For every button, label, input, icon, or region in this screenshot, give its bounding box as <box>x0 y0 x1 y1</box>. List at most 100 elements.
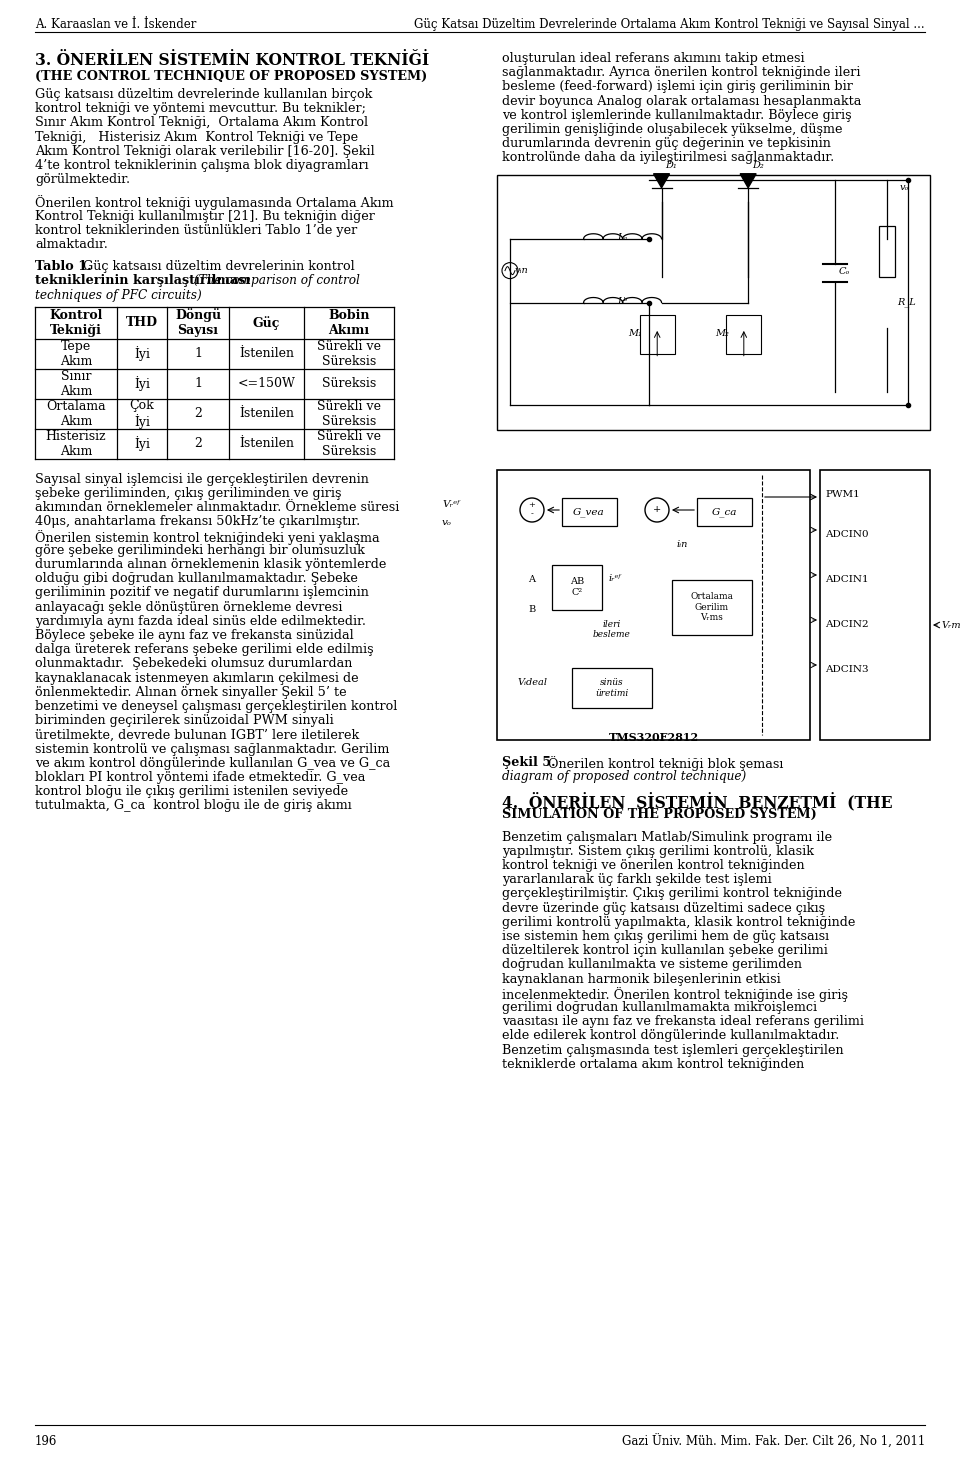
Bar <box>672 580 752 635</box>
Text: ADCIN0: ADCIN0 <box>825 530 869 539</box>
Text: G_ca: G_ca <box>711 507 736 517</box>
Text: 4.  ÖNERİLEN  SİSTEMİN  BENZETMİ  (THE: 4. ÖNERİLEN SİSTEMİN BENZETMİ (THE <box>502 793 893 812</box>
Text: Şekil 5.: Şekil 5. <box>502 756 556 769</box>
Text: Vᵣᵉᶠ: Vᵣᵉᶠ <box>442 500 460 508</box>
Text: <=150W: <=150W <box>237 377 296 390</box>
Text: vaasıtası ile aynı faz ve frekansta ideal referans gerilimi: vaasıtası ile aynı faz ve frekansta idea… <box>502 1016 864 1029</box>
Text: Lₐ: Lₐ <box>617 233 628 242</box>
Text: Bobin
Akımı: Bobin Akımı <box>328 309 370 337</box>
Bar <box>820 471 930 740</box>
Text: 3. ÖNERİLEN SİSTEMİN KONTROL TEKNİĞİ: 3. ÖNERİLEN SİSTEMİN KONTROL TEKNİĞİ <box>35 52 429 68</box>
Text: yardımıyla aynı fazda ideal sinüs elde edilmektedir.: yardımıyla aynı fazda ideal sinüs elde e… <box>35 615 366 628</box>
Text: durumlarında devrenin güç değerinin ve tepkisinin: durumlarında devrenin güç değerinin ve t… <box>502 137 830 150</box>
Text: 2: 2 <box>194 437 202 450</box>
Text: D₂: D₂ <box>752 160 764 170</box>
Text: Ortalama
Akım: Ortalama Akım <box>46 399 106 428</box>
Text: sistemin kontrolü ve çalışması sağlanmaktadır. Gerilim: sistemin kontrolü ve çalışması sağlanmak… <box>35 743 390 756</box>
Bar <box>878 226 895 277</box>
Text: Akım Kontrol Tekniği olarak verilebilir [16-20]. Şekil: Akım Kontrol Tekniği olarak verilebilir … <box>35 144 374 157</box>
Text: sağlanmaktadır. Ayrıca önerilen kontrol tekniğinde ileri: sağlanmaktadır. Ayrıca önerilen kontrol … <box>502 66 860 79</box>
Text: almaktadır.: almaktadır. <box>35 237 108 251</box>
Text: iᵣᵉᶠ: iᵣᵉᶠ <box>609 574 621 583</box>
Text: 4’te kontrol tekniklerinin çalışma blok diyagramları: 4’te kontrol tekniklerinin çalışma blok … <box>35 159 369 172</box>
Text: Sürekli ve
Süreksis: Sürekli ve Süreksis <box>317 399 381 428</box>
Text: Ortalama
Gerilim
Vᵣms: Ortalama Gerilim Vᵣms <box>690 592 733 622</box>
Text: iᵢn: iᵢn <box>676 541 687 549</box>
Text: Sayısal sinyal işlemcisi ile gerçekleştirilen devrenin: Sayısal sinyal işlemcisi ile gerçekleşti… <box>35 474 369 485</box>
Text: durumlarında alınan örneklemenin klasik yöntemlerde: durumlarında alınan örneklemenin klasik … <box>35 558 386 571</box>
Text: Böylece şebeke ile aynı faz ve frekansta sinüzidal: Böylece şebeke ile aynı faz ve frekansta… <box>35 629 353 643</box>
Text: gerilimin genişliğinde oluşabilecek yükselme, düşme: gerilimin genişliğinde oluşabilecek yüks… <box>502 122 843 136</box>
Text: kontrol bloğu ile çıkış gerilimi istenilen seviyede: kontrol bloğu ile çıkış gerilimi istenil… <box>35 785 348 798</box>
Text: kontrolünde daha da iyileştirilmesi sağlanmaktadır.: kontrolünde daha da iyileştirilmesi sağl… <box>502 152 834 165</box>
Text: İyi: İyi <box>134 347 150 361</box>
Text: Süreksis: Süreksis <box>322 377 376 390</box>
Text: dalga üreterek referans şebeke gerilimi elde edilmiş: dalga üreterek referans şebeke gerilimi … <box>35 643 373 656</box>
Text: olunmaktadır.  Şebekedeki olumsuz durumlardan: olunmaktadır. Şebekedeki olumsuz durumla… <box>35 657 352 670</box>
Text: Benzetim çalışmasında test işlemleri gerçekleştirilen: Benzetim çalışmasında test işlemleri ger… <box>502 1043 844 1056</box>
Text: B: B <box>528 605 536 613</box>
Text: kontrol tekniklerinden üstünlükleri Tablo 1’de yer: kontrol tekniklerinden üstünlükleri Tabl… <box>35 224 357 237</box>
Text: İyi: İyi <box>134 376 150 392</box>
Text: ADCIN2: ADCIN2 <box>825 621 869 629</box>
Text: Önerilen kontrol tekniği uygulamasında Ortalama Akım: Önerilen kontrol tekniği uygulamasında O… <box>35 195 394 210</box>
Bar <box>497 471 810 740</box>
Text: M₂: M₂ <box>715 329 729 338</box>
Text: ve akım kontrol döngülerinde kullanılan G_vea ve G_ca: ve akım kontrol döngülerinde kullanılan … <box>35 756 391 769</box>
Text: Çok
İyi: Çok İyi <box>130 399 155 428</box>
Text: biriminden geçirilerek sinüzoidal PWM sinyali: biriminden geçirilerek sinüzoidal PWM si… <box>35 714 334 727</box>
Text: Sürekli ve
Süreksis: Sürekli ve Süreksis <box>317 430 381 457</box>
Text: kaynaklanan harmonik bileşenlerinin etkisi: kaynaklanan harmonik bileşenlerinin etki… <box>502 973 780 985</box>
Text: Kontrol Tekniği kullanılmıştır [21]. Bu tekniğin diğer: Kontrol Tekniği kullanılmıştır [21]. Bu … <box>35 210 374 223</box>
Text: Önerilen kontrol tekniği blok şeması: Önerilen kontrol tekniği blok şeması <box>544 756 783 771</box>
Text: Kontrol
Tekniği: Kontrol Tekniği <box>49 309 103 337</box>
Text: THD: THD <box>126 316 158 329</box>
Text: şebeke geriliminden, çıkış geriliminden ve giriş: şebeke geriliminden, çıkış geriliminden … <box>35 487 342 500</box>
Text: Tepe
Akım: Tepe Akım <box>60 339 92 367</box>
Text: yararlanılarak üç farklı şekilde test işlemi: yararlanılarak üç farklı şekilde test iş… <box>502 873 772 886</box>
Bar <box>697 498 752 526</box>
Text: sinüs
üretimi: sinüs üretimi <box>595 679 629 698</box>
Text: 2: 2 <box>194 408 202 420</box>
Text: İstenilen: İstenilen <box>239 347 294 360</box>
Text: SIMULATION OF THE PROPOSED SYSTEM): SIMULATION OF THE PROPOSED SYSTEM) <box>502 809 817 822</box>
Text: tekniklerde ortalama akım kontrol tekniğinden: tekniklerde ortalama akım kontrol tekniğ… <box>502 1058 804 1071</box>
Polygon shape <box>740 173 756 188</box>
Bar <box>552 565 602 610</box>
Text: olduğu gibi doğrudan kullanılmamaktadır. Şebeke: olduğu gibi doğrudan kullanılmamaktadır.… <box>35 573 358 586</box>
Text: İyi: İyi <box>134 436 150 452</box>
Text: devir boyunca Analog olarak ortalaması hesaplanmakta: devir boyunca Analog olarak ortalaması h… <box>502 95 861 108</box>
Text: ise sistemin hem çıkış gerilimi hem de güç katsaısı: ise sistemin hem çıkış gerilimi hem de g… <box>502 930 829 943</box>
Text: geriliminin pozitif ve negatif durumlarını işlemcinin: geriliminin pozitif ve negatif durumları… <box>35 586 369 599</box>
Text: 1: 1 <box>194 347 202 360</box>
Text: kaynaklanacak istenmeyen akımların çekilmesi de: kaynaklanacak istenmeyen akımların çekil… <box>35 672 359 685</box>
Text: techniques of PFC circuits): techniques of PFC circuits) <box>35 288 202 302</box>
Text: anlayacağı şekle dönüştüren örnekleme devresi: anlayacağı şekle dönüştüren örnekleme de… <box>35 600 343 613</box>
Bar <box>727 315 761 354</box>
Text: 196: 196 <box>35 1435 58 1448</box>
Text: üretilmekte, devrede bulunan IGBT’ lere iletilerek: üretilmekte, devrede bulunan IGBT’ lere … <box>35 728 359 742</box>
Text: Döngü
Sayısı: Döngü Sayısı <box>175 309 221 337</box>
Text: Güç katsaısı düzeltim devrelerinin kontrol: Güç katsaısı düzeltim devrelerinin kontr… <box>79 261 355 274</box>
Text: Cₒ: Cₒ <box>839 268 850 277</box>
Text: İstenilen: İstenilen <box>239 437 294 450</box>
Text: Güç Katsaı Düzeltim Devrelerinde Ortalama Akım Kontrol Tekniği ve Sayısal Sinyal: Güç Katsaı Düzeltim Devrelerinde Ortalam… <box>415 17 925 31</box>
Text: ileri
besleme: ileri besleme <box>593 621 631 640</box>
Text: G_vea: G_vea <box>573 507 605 517</box>
Text: İstenilen: İstenilen <box>239 408 294 420</box>
Text: vᵢn: vᵢn <box>515 267 528 275</box>
Text: Tekniği,   Histerisiz Akım  Kontrol Tekniği ve Tepe: Tekniği, Histerisiz Akım Kontrol Tekniği… <box>35 131 358 144</box>
Text: tutulmakta, G_ca  kontrol bloğu ile de giriş akımı: tutulmakta, G_ca kontrol bloğu ile de gi… <box>35 800 351 813</box>
Text: blokları PI kontrol yöntemi ifade etmektedir. G_vea: blokları PI kontrol yöntemi ifade etmekt… <box>35 771 366 784</box>
Text: yapılmıştır. Sistem çıkış gerilimi kontrolü, klasik: yapılmıştır. Sistem çıkış gerilimi kontr… <box>502 845 814 858</box>
Text: (THE CONTROL TECHNIQUE OF PROPOSED SYSTEM): (THE CONTROL TECHNIQUE OF PROPOSED SYSTE… <box>35 70 427 83</box>
Text: Benzetim çalışmaları Matlab/Simulink programı ile: Benzetim çalışmaları Matlab/Simulink pro… <box>502 830 832 844</box>
Text: düzeltilerek kontrol için kullanılan şebeke gerilimi: düzeltilerek kontrol için kullanılan şeb… <box>502 944 828 957</box>
Text: kontrol tekniği ve yöntemi mevcuttur. Bu teknikler;: kontrol tekniği ve yöntemi mevcuttur. Bu… <box>35 102 366 115</box>
Text: kontrol tekniği ve önerilen kontrol tekniğinden: kontrol tekniği ve önerilen kontrol tekn… <box>502 860 804 871</box>
Text: Güç: Güç <box>252 316 280 329</box>
Text: doğrudan kullanılmakta ve sisteme gerilimden: doğrudan kullanılmakta ve sisteme gerili… <box>502 959 802 972</box>
Text: Güç katsaısı düzeltim devrelerinde kullanılan birçok: Güç katsaısı düzeltim devrelerinde kulla… <box>35 87 372 101</box>
Text: Vᵣms: Vᵣms <box>942 621 960 629</box>
Text: gerilimi kontrolü yapılmakta, klasik kontrol tekniğinde: gerilimi kontrolü yapılmakta, klasik kon… <box>502 916 855 928</box>
